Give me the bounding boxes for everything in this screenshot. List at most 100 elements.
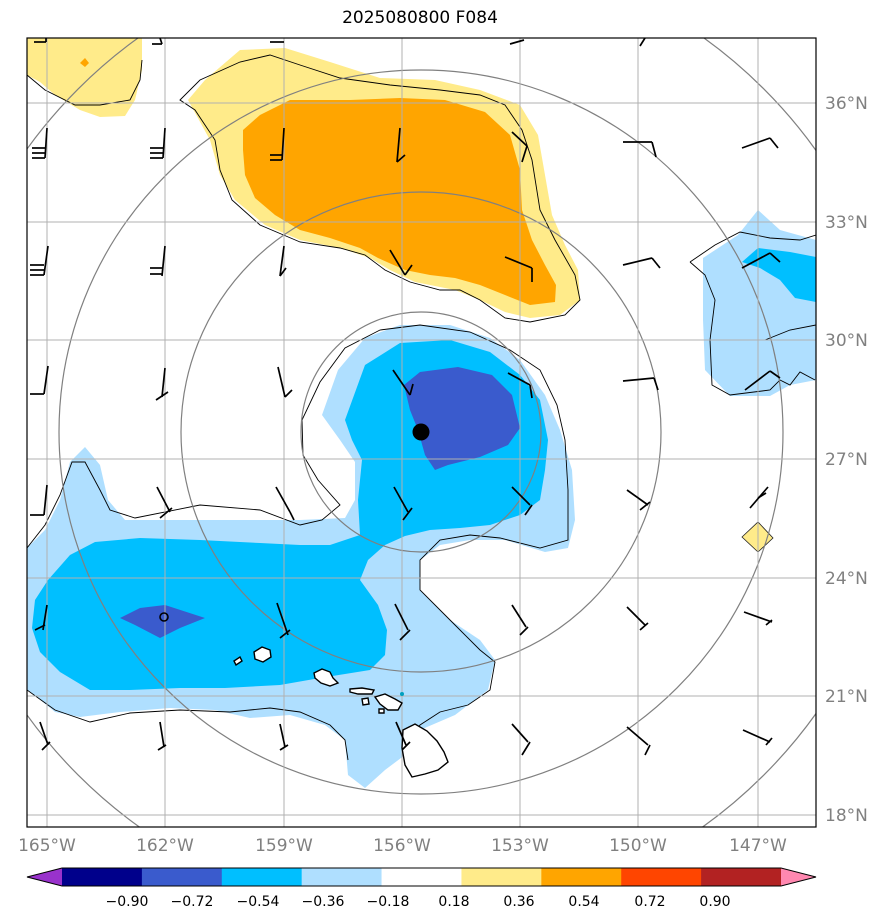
lat-tick-label: 27°N [825, 450, 868, 470]
island-oahu [313, 668, 340, 687]
lon-tick-label: 147°W [729, 836, 787, 856]
wind-barb [623, 141, 657, 158]
wind-barb [34, 604, 48, 631]
colorbar-tick-label: −0.90 [106, 894, 149, 910]
wind-barb [507, 372, 533, 399]
colorbar: −0.90 −0.72 −0.54 −0.36 −0.18 0.18 0.36 … [26, 867, 817, 910]
storm-center-marker [412, 423, 430, 441]
wind-barb [393, 486, 413, 521]
wind-barb [279, 245, 287, 277]
colorbar-segment [461, 868, 542, 886]
wind-barb [279, 723, 289, 751]
wind-barb [157, 721, 167, 751]
colorbar-outline [26, 867, 817, 887]
colorbar-tick-label: 0.90 [699, 894, 730, 910]
wind-barb [34, 38, 47, 43]
hawaiian-islands [233, 646, 449, 778]
colorbar-segment [541, 868, 622, 886]
contour-lines [27, 54, 816, 761]
wind-barb [396, 127, 406, 163]
contour-fill-orange-north [243, 98, 556, 305]
lat-tick-label: 21°N [825, 687, 868, 707]
colorbar-tick-label: −0.72 [171, 894, 214, 910]
secondary-low-marker [159, 612, 169, 622]
wind-barbs [30, 38, 781, 756]
contour-fill-medium-blue-east [742, 248, 816, 302]
colorbar-extend-high [781, 868, 816, 886]
wind-barb [150, 245, 166, 277]
colorbar-tick-label: −0.18 [367, 894, 410, 910]
island-maui [373, 693, 403, 711]
colorbar-segment [621, 868, 702, 886]
island-kauai [253, 646, 272, 663]
plot-frame [26, 37, 817, 828]
wind-barb [150, 127, 166, 159]
wind-barb [741, 137, 779, 149]
wind-barb [30, 365, 49, 395]
longitude-labels: 165°W 162°W 159°W 156°W 153°W 150°W 147°… [18, 836, 787, 856]
wind-barb [504, 256, 533, 282]
graticule [27, 38, 816, 827]
wind-barb [392, 369, 414, 396]
wind-barb [30, 484, 48, 516]
wind-barb [749, 486, 769, 509]
lat-tick-label: 24°N [825, 569, 868, 589]
colorbar-segment [62, 868, 143, 886]
wind-barb [275, 486, 295, 521]
island-molokai [349, 687, 376, 695]
colorbar-tick-label: −0.54 [237, 894, 280, 910]
lat-tick-label: 33°N [825, 213, 868, 233]
colorbar-labels: −0.90 −0.72 −0.54 −0.36 −0.18 0.18 0.36 … [106, 894, 731, 910]
lat-tick-label: 18°N [825, 806, 868, 826]
island-lanai [361, 697, 370, 706]
map-title: 2025080800 F084 [342, 8, 498, 28]
wind-barb [511, 723, 531, 756]
lon-tick-label: 162°W [136, 836, 194, 856]
colorbar-segments [27, 868, 816, 886]
wind-barb [39, 721, 51, 751]
wind-barb [152, 38, 163, 45]
wind-barb [639, 38, 646, 47]
wind-barb [622, 377, 659, 391]
lon-tick-label: 153°W [491, 836, 549, 856]
colorbar-tick-label: 0.72 [634, 894, 665, 910]
lon-tick-label: 156°W [373, 836, 431, 856]
contour-fill-orange-nw-dot [80, 58, 89, 67]
colorbar-segment [381, 868, 462, 886]
wind-barb [511, 604, 529, 636]
wind-barb [626, 726, 651, 756]
wind-barb [626, 606, 649, 631]
latitude-labels: 36°N 33°N 30°N 27°N 24°N 21°N 18°N [825, 94, 868, 826]
wind-barb [743, 611, 773, 626]
lon-tick-label: 150°W [609, 836, 667, 856]
island-hawaii [401, 723, 449, 778]
colorbar-tick-label: 0.54 [568, 894, 599, 910]
wind-barb [622, 257, 661, 269]
wind-barb [156, 486, 173, 519]
wind-barb [276, 602, 291, 639]
wind-barb [277, 366, 293, 398]
colorbar-tick-label: 0.36 [503, 894, 534, 910]
wind-barb [626, 489, 651, 511]
colorbar-segment [301, 868, 383, 886]
wind-barb [394, 603, 411, 641]
wind-barb [744, 370, 781, 391]
wind-barb [270, 127, 285, 161]
lon-tick-label: 165°W [18, 836, 76, 856]
wind-barb [741, 252, 781, 269]
colorbar-segment [141, 868, 223, 886]
lat-tick-label: 36°N [825, 94, 868, 114]
contour-fill-dark-blue-center [404, 367, 520, 470]
island-kahoolawe [378, 708, 385, 714]
lat-tick-label: 30°N [825, 331, 868, 351]
wind-barb [509, 39, 525, 45]
wind-barb [155, 367, 169, 401]
wind-barb [32, 127, 48, 159]
small-marker-cyan [400, 692, 404, 696]
colorbar-segment [701, 868, 782, 886]
lon-tick-label: 159°W [255, 836, 313, 856]
wind-barb [389, 249, 413, 276]
